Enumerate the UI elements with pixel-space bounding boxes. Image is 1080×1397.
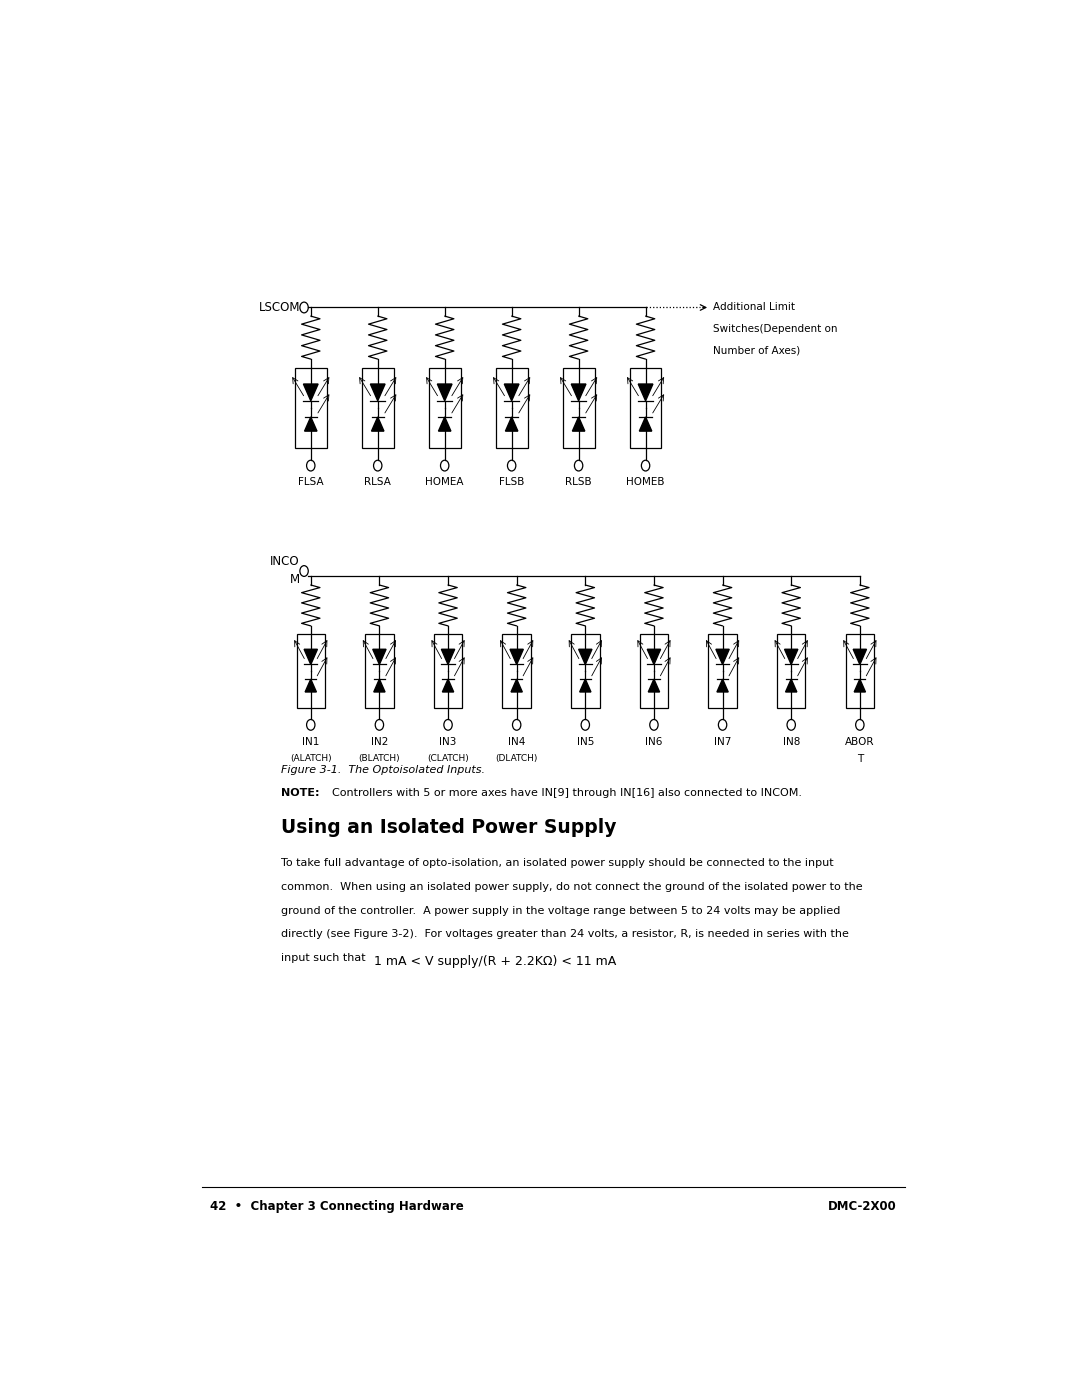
Polygon shape: [372, 416, 384, 432]
Bar: [630, 367, 661, 448]
Text: (DLATCH): (DLATCH): [496, 754, 538, 763]
Text: (ALATCH): (ALATCH): [289, 754, 332, 763]
Bar: [297, 634, 325, 708]
Bar: [846, 634, 874, 708]
Text: IN8: IN8: [783, 736, 800, 746]
Bar: [496, 367, 527, 448]
Polygon shape: [785, 679, 797, 692]
Polygon shape: [572, 416, 585, 432]
Text: Using an Isolated Power Supply: Using an Isolated Power Supply: [282, 819, 617, 837]
Polygon shape: [374, 679, 386, 692]
Polygon shape: [305, 416, 318, 432]
Text: directly (see Figure 3-2).  For voltages greater than 24 volts, a resistor, R, i: directly (see Figure 3-2). For voltages …: [282, 929, 849, 939]
Bar: [295, 367, 326, 448]
Text: 1 mA < V supply/(R + 2.2KΩ) < 11 mA: 1 mA < V supply/(R + 2.2KΩ) < 11 mA: [374, 956, 616, 968]
Text: IN3: IN3: [440, 736, 457, 746]
Polygon shape: [717, 679, 728, 692]
Bar: [571, 634, 599, 708]
Text: Controllers with 5 or more axes have IN[9] through IN[16] also connected to INCO: Controllers with 5 or more axes have IN[…: [325, 788, 802, 798]
Polygon shape: [648, 679, 660, 692]
Text: input such that: input such that: [282, 953, 366, 963]
Bar: [708, 634, 737, 708]
Polygon shape: [716, 650, 729, 665]
Text: IN5: IN5: [577, 736, 594, 746]
Polygon shape: [638, 384, 653, 401]
Text: IN1: IN1: [302, 736, 320, 746]
Polygon shape: [571, 384, 586, 401]
Bar: [563, 367, 594, 448]
Bar: [502, 634, 531, 708]
Text: To take full advantage of opto-isolation, an isolated power supply should be con: To take full advantage of opto-isolation…: [282, 858, 834, 868]
Text: IN4: IN4: [508, 736, 525, 746]
Text: FLSB: FLSB: [499, 478, 524, 488]
Polygon shape: [438, 416, 451, 432]
Text: RLSA: RLSA: [364, 478, 391, 488]
Text: M: M: [289, 573, 300, 587]
Polygon shape: [580, 679, 591, 692]
Text: Number of Axes): Number of Axes): [714, 345, 800, 355]
Bar: [365, 634, 393, 708]
Text: LSCOM: LSCOM: [258, 300, 300, 314]
Polygon shape: [639, 416, 652, 432]
Polygon shape: [443, 679, 454, 692]
Text: DMC-2X00: DMC-2X00: [828, 1200, 896, 1214]
Text: Additional Limit: Additional Limit: [714, 303, 795, 313]
Text: common.  When using an isolated power supply, do not connect the ground of the i: common. When using an isolated power sup…: [282, 882, 863, 891]
Polygon shape: [305, 650, 318, 665]
Text: Figure 3-1.  The Optoisolated Inputs.: Figure 3-1. The Optoisolated Inputs.: [282, 764, 486, 775]
Polygon shape: [505, 416, 518, 432]
Polygon shape: [306, 679, 316, 692]
Text: HOMEA: HOMEA: [426, 478, 464, 488]
Polygon shape: [510, 650, 524, 665]
Bar: [434, 634, 462, 708]
Text: (BLATCH): (BLATCH): [359, 754, 401, 763]
Text: NOTE:: NOTE:: [282, 788, 320, 798]
Bar: [777, 634, 806, 708]
Polygon shape: [647, 650, 661, 665]
Polygon shape: [504, 384, 519, 401]
Text: 42  •  Chapter 3 Connecting Hardware: 42 • Chapter 3 Connecting Hardware: [211, 1200, 464, 1214]
Text: IN2: IN2: [370, 736, 388, 746]
Bar: [429, 367, 460, 448]
Polygon shape: [370, 384, 386, 401]
Polygon shape: [854, 679, 865, 692]
Text: IN6: IN6: [645, 736, 663, 746]
Polygon shape: [784, 650, 798, 665]
Polygon shape: [437, 384, 453, 401]
Text: INCO: INCO: [270, 555, 300, 567]
Polygon shape: [511, 679, 523, 692]
Text: RLSB: RLSB: [565, 478, 592, 488]
Polygon shape: [303, 384, 319, 401]
Text: IN7: IN7: [714, 736, 731, 746]
Polygon shape: [579, 650, 592, 665]
Text: HOMEB: HOMEB: [626, 478, 665, 488]
Polygon shape: [373, 650, 386, 665]
Text: (CLATCH): (CLATCH): [428, 754, 469, 763]
Text: T: T: [856, 754, 863, 764]
Polygon shape: [442, 650, 455, 665]
Text: ground of the controller.  A power supply in the voltage range between 5 to 24 v: ground of the controller. A power supply…: [282, 905, 841, 915]
Text: ABOR: ABOR: [845, 736, 875, 746]
Bar: [639, 634, 669, 708]
Polygon shape: [853, 650, 866, 665]
Bar: [362, 367, 393, 448]
Text: Switches(Dependent on: Switches(Dependent on: [714, 324, 838, 334]
Text: FLSA: FLSA: [298, 478, 324, 488]
